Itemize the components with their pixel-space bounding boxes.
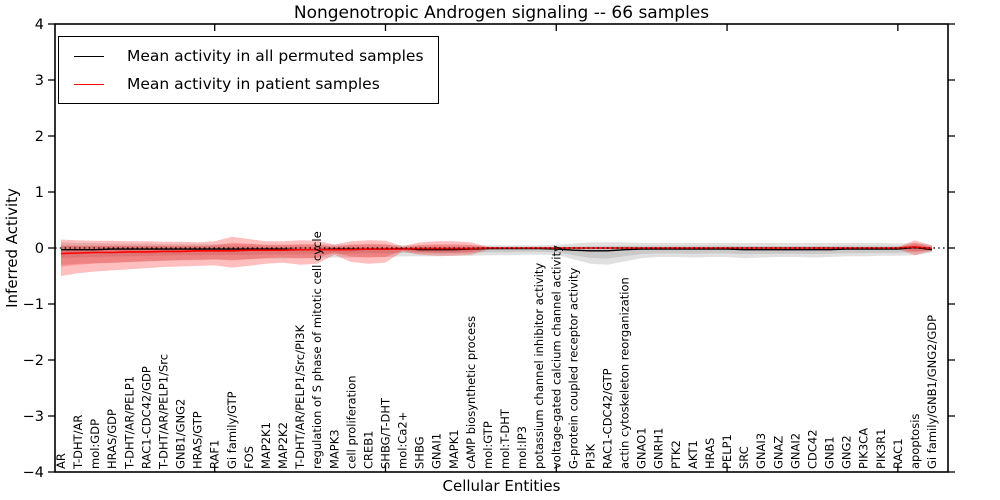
- category-label: SRC: [737, 446, 751, 469]
- category-label: AR: [54, 453, 68, 469]
- legend-item-permuted: Mean activity in all permuted samples: [74, 42, 424, 70]
- category-label: mol:Ca2+: [396, 412, 410, 469]
- category-label: CDC42: [805, 429, 819, 469]
- category-label: PTK2: [669, 440, 683, 469]
- legend-label-permuted: Mean activity in all permuted samples: [127, 47, 424, 65]
- permuted-line-swatch-icon: [74, 55, 104, 57]
- category-label: T-DHT/AR/PELP1: [122, 376, 136, 470]
- category-label: mol:IP3: [515, 426, 529, 469]
- y-tick-label: 1: [35, 185, 44, 201]
- category-label: GNRH1: [652, 428, 666, 469]
- category-label: regulation of S phase of mitotic cell cy…: [310, 231, 324, 469]
- category-label: CREB1: [361, 431, 375, 470]
- category-label: cell proliferation: [344, 375, 358, 469]
- category-label: Gi family/GTP: [225, 391, 239, 469]
- y-tick-label: −4: [23, 465, 44, 481]
- category-label: FOS: [242, 446, 256, 469]
- category-label: HRAS/GDP: [105, 409, 119, 469]
- patient-mean-line: [60, 246, 933, 255]
- category-label: GNG2: [840, 435, 854, 469]
- legend: Mean activity in all permuted samples Me…: [58, 36, 439, 104]
- legend-item-patient: Mean activity in patient samples: [74, 70, 424, 98]
- category-label: AKT1: [686, 440, 700, 469]
- category-label: MAPK1: [447, 429, 461, 469]
- category-label: RAF1: [208, 440, 222, 469]
- legend-label-patient: Mean activity in patient samples: [127, 75, 380, 93]
- category-label: actin cytoskeleton reorganization: [618, 277, 632, 469]
- chart-title: Nongenotropic Androgen signaling -- 66 s…: [293, 3, 710, 23]
- y-tick-label: −2: [23, 353, 44, 369]
- category-label: cAMP biosynthetic process: [464, 316, 478, 469]
- category-label: SHBG: [413, 436, 427, 469]
- category-label: GNB1/GNG2: [174, 399, 188, 469]
- category-label: RAC1-CDC42/GDP: [139, 366, 153, 469]
- category-label: T-DHT/AR: [71, 415, 85, 470]
- category-label: PI3K: [583, 443, 597, 469]
- category-label: PIK3CA: [857, 428, 871, 469]
- x-axis-label: Cellular Entities: [442, 477, 561, 495]
- patient-line-swatch-icon: [74, 83, 104, 85]
- category-label: voltage-gated calcium channel activity: [549, 245, 563, 469]
- category-label: MAPK3: [327, 429, 341, 469]
- patient-band-outer: [61, 236, 932, 276]
- category-label: PIK3R1: [874, 429, 888, 470]
- category-label: RAC1: [891, 438, 905, 469]
- category-label: mol:T-DHT: [498, 408, 512, 469]
- category-label: GNAI1: [430, 433, 444, 469]
- category-label: SHBG/T-DHT: [378, 397, 392, 469]
- category-label: mol:GDP: [88, 419, 102, 469]
- category-label: MAP2K2: [276, 422, 290, 469]
- y-tick-label: 2: [35, 129, 44, 145]
- category-label: HRAS: [703, 438, 717, 469]
- category-label: HRAS/GTP: [191, 411, 205, 469]
- category-label: GNAI2: [788, 433, 802, 469]
- category-label: Gi family/GNB1/GNG2/GDP: [925, 315, 939, 469]
- category-label: MAP2K1: [259, 422, 273, 469]
- y-tick-label: 4: [35, 17, 44, 33]
- category-label: G-protein coupled receptor activity: [566, 267, 580, 469]
- y-tick-label: 3: [35, 73, 44, 89]
- y-tick-label: −1: [23, 297, 44, 313]
- y-tick-label: 0: [35, 241, 44, 257]
- y-tick-label: −3: [23, 409, 44, 425]
- category-label: T-DHT/AR/PELP1/Src/PI3K: [293, 324, 307, 470]
- category-label: RAC1-CDC42/GTP: [601, 368, 615, 469]
- category-label: T-DHT/AR/PELP1/Src: [156, 354, 170, 470]
- category-label: GNAO1: [635, 427, 649, 469]
- category-label: potassium channel inhibitor activity: [532, 263, 546, 469]
- category-label: GNAZ: [771, 436, 785, 469]
- category-label: mol:GTP: [481, 421, 495, 469]
- category-label: PELP1: [720, 434, 734, 469]
- category-label: GNB1: [823, 436, 837, 469]
- category-label: apoptosis: [908, 414, 922, 469]
- category-label: GNAI3: [754, 433, 768, 469]
